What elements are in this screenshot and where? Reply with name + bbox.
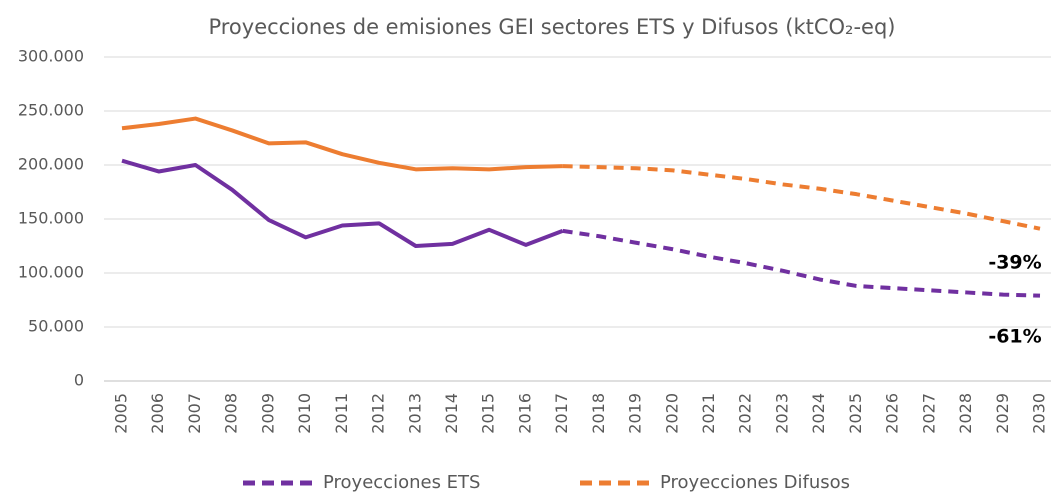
- line-series: [121, 158, 564, 248]
- x-tick-label: 2028: [956, 393, 975, 434]
- x-tick-label: 2022: [736, 393, 755, 434]
- x-tick-label: 2009: [258, 393, 277, 434]
- legend-label: Proyecciones Difusos: [660, 472, 850, 493]
- x-tick-label: 2030: [1030, 393, 1049, 434]
- x-tick-label: 2021: [699, 393, 718, 434]
- y-tick-label: 250.000: [18, 101, 84, 120]
- x-tick-label: 2005: [112, 393, 131, 434]
- y-tick-label: 0: [74, 371, 84, 390]
- x-tick-label: 2025: [846, 393, 865, 434]
- annotation: -61%: [988, 326, 1041, 348]
- x-tick-label: 2012: [369, 393, 388, 434]
- x-tick-label: 2006: [148, 393, 167, 434]
- x-tick-label: 2013: [405, 393, 424, 434]
- line-series: [562, 164, 1041, 231]
- x-tick-label: 2020: [662, 393, 681, 434]
- x-tick-label: 2014: [442, 393, 461, 434]
- annotation: -39%: [988, 252, 1041, 274]
- x-tick-label: 2026: [883, 393, 902, 434]
- x-tick-label: 2019: [626, 393, 645, 434]
- chart-title: Proyecciones de emisiones GEI sectores E…: [208, 15, 895, 39]
- line-series: [121, 116, 563, 172]
- y-tick-label: 300.000: [18, 47, 84, 66]
- x-tick-label: 2027: [919, 393, 938, 434]
- x-tick-label: 2007: [185, 393, 204, 434]
- x-tick-label: 2016: [515, 393, 534, 434]
- x-tick-label: 2024: [809, 393, 828, 434]
- x-tick-label: 2023: [772, 393, 791, 434]
- y-tick-label: 100.000: [18, 263, 84, 282]
- x-tick-label: 2017: [552, 393, 571, 434]
- x-tick-label: 2018: [589, 393, 608, 434]
- x-tick-label: 2029: [993, 393, 1012, 434]
- legend-label: Proyecciones ETS: [323, 472, 480, 493]
- x-tick-label: 2011: [332, 393, 351, 434]
- y-tick-label: 150.000: [18, 209, 84, 228]
- x-tick-label: 2015: [479, 393, 498, 434]
- x-tick-label: 2008: [222, 393, 241, 434]
- line-series: [562, 228, 1041, 298]
- y-tick-label: 200.000: [18, 155, 84, 174]
- y-tick-label: 50.000: [28, 317, 84, 336]
- x-tick-label: 2010: [295, 393, 314, 434]
